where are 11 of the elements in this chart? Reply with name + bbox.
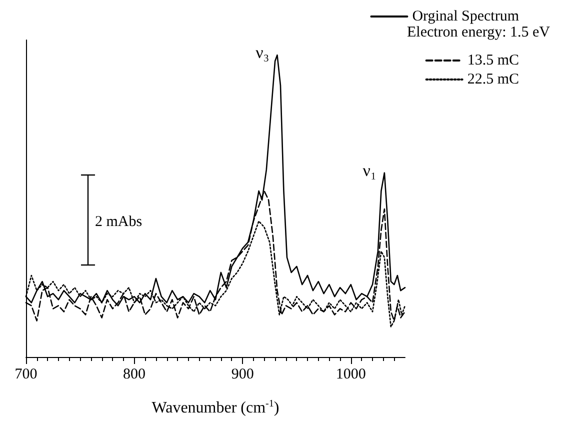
x-tick-label: 700 bbox=[14, 366, 38, 382]
annotation: ν₁ bbox=[362, 160, 376, 180]
x-tick-label: 1000 bbox=[336, 366, 366, 382]
legend-title: Electron energy: 1.5 eV bbox=[406, 24, 550, 40]
annotation: ν₃ bbox=[256, 43, 270, 62]
legend-label: 13.5 mC bbox=[467, 52, 520, 68]
legend-label: 22.5 mC bbox=[467, 72, 520, 88]
x-tick-label: 800 bbox=[123, 366, 146, 382]
x-tick-label: 900 bbox=[231, 366, 254, 382]
annotation: 2 mAbs bbox=[95, 214, 142, 230]
legend-label: Orginal Spectrum bbox=[412, 8, 520, 24]
